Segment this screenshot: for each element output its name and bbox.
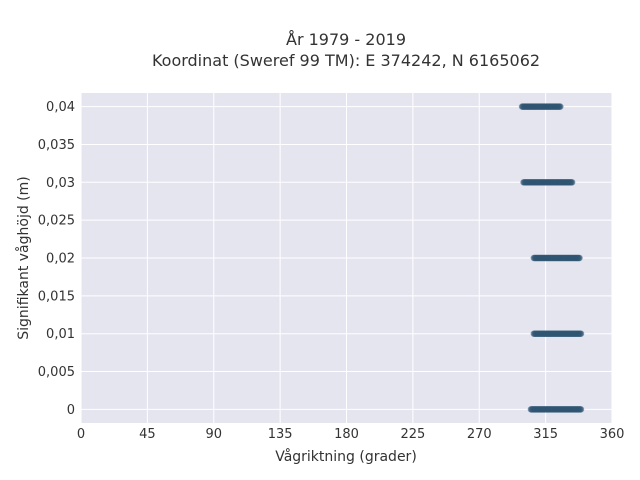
chart-title-line-1: År 1979 - 2019 <box>286 30 406 49</box>
chart-title-line-2: Koordinat (Sweref 99 TM): E 374242, N 61… <box>152 51 540 70</box>
data-points <box>518 103 585 413</box>
y-tick-label: 0,03 <box>46 176 75 191</box>
y-tick-label: 0,015 <box>38 289 75 304</box>
y-tick-label: 0,025 <box>38 214 75 229</box>
y-tick-label: 0,02 <box>46 252 75 267</box>
data-point <box>557 103 564 110</box>
x-tick-label: 270 <box>467 427 492 442</box>
x-tick-label: 315 <box>533 427 558 442</box>
x-tick-label: 180 <box>334 427 359 442</box>
y-tick-label: 0 <box>67 403 75 418</box>
x-tick-label: 90 <box>205 427 222 442</box>
y-tick-label: 0,005 <box>38 365 75 380</box>
x-axis-title: Vågriktning (grader) <box>275 448 417 465</box>
y-tick-labels: 0 0,005 0,01 0,015 0,02 0,025 0,03 0,035 0,04 <box>38 100 75 418</box>
y-axis-title: Signifikant våghöjd (m) <box>15 176 32 339</box>
data-point <box>568 179 576 186</box>
x-tick-label: 360 <box>600 427 625 442</box>
grid-lines <box>80 93 613 423</box>
data-point <box>576 254 583 262</box>
data-point <box>577 330 585 337</box>
x-tick-label: 225 <box>400 427 425 442</box>
x-tick-label: 135 <box>268 427 293 442</box>
x-tick-label: 0 <box>77 427 85 442</box>
y-tick-label: 0,04 <box>46 100 75 115</box>
chart-title: År 1979 - 2019 Koordinat (Sweref 99 TM):… <box>152 30 540 70</box>
x-tick-labels: 0 45 90 135 180 225 270 315 360 <box>77 427 625 442</box>
y-tick-label: 0,035 <box>38 138 75 153</box>
data-point <box>577 406 585 413</box>
x-tick-label: 45 <box>139 427 156 442</box>
y-tick-label: 0,01 <box>46 327 75 342</box>
